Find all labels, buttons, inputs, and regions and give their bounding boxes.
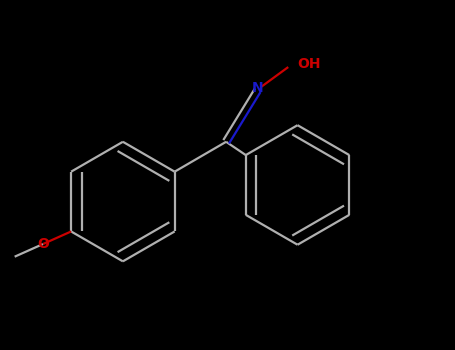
Text: N: N — [252, 80, 263, 94]
Text: OH: OH — [297, 57, 320, 71]
Text: O: O — [37, 237, 49, 251]
